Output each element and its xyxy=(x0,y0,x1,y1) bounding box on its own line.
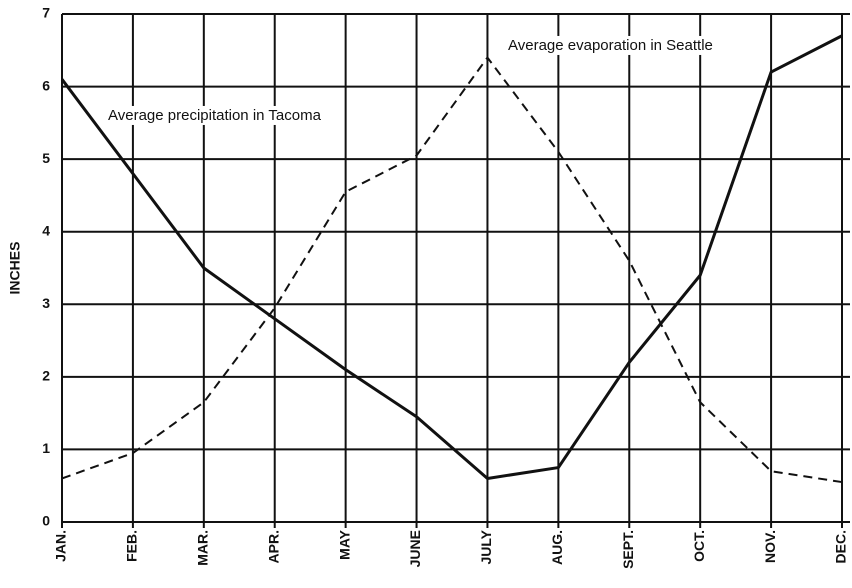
x-tick-label: MAY xyxy=(336,529,352,559)
x-tick-label: JUNE xyxy=(407,530,423,567)
x-tick-label: AUG. xyxy=(549,530,565,565)
y-tick-label: 3 xyxy=(42,295,50,311)
x-tick-label: OCT. xyxy=(691,530,707,562)
x-tick-label: MAR. xyxy=(195,530,211,566)
x-tick-label: FEB. xyxy=(124,530,140,562)
y-tick-label: 0 xyxy=(42,513,50,529)
annotation-background xyxy=(105,105,325,125)
y-tick-label: 5 xyxy=(42,150,50,166)
y-tick-label: 6 xyxy=(42,77,50,93)
line-series xyxy=(60,34,843,480)
x-tick-label: DEC. xyxy=(833,530,849,563)
annotation-background xyxy=(505,35,716,55)
annotation: Average precipitation in Tacoma xyxy=(108,107,322,124)
x-tick-label: JULY xyxy=(478,529,494,564)
x-tick-label: SEPT. xyxy=(620,530,636,569)
annotation: Average evaporation in Seattle xyxy=(508,37,713,54)
y-axis-label: INCHES xyxy=(7,242,23,295)
x-tick-label: JAN. xyxy=(53,530,69,562)
y-tick-label: 7 xyxy=(42,5,50,21)
y-tick-label: 4 xyxy=(42,222,50,238)
y-tick-label: 2 xyxy=(42,368,50,384)
y-tick-label: 1 xyxy=(42,440,50,456)
line-series xyxy=(61,56,843,484)
x-tick-label: APR. xyxy=(265,530,281,563)
x-tick-label: NOV. xyxy=(762,530,778,563)
